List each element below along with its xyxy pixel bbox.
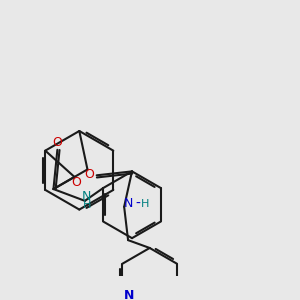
Text: H: H [140,199,149,208]
Text: O: O [71,176,81,189]
Text: -: - [136,196,140,211]
Text: N: N [124,289,135,300]
Text: N: N [123,197,133,210]
Text: O: O [85,168,94,181]
Text: H: H [82,200,91,210]
Text: O: O [52,136,62,149]
Text: N: N [82,190,92,202]
